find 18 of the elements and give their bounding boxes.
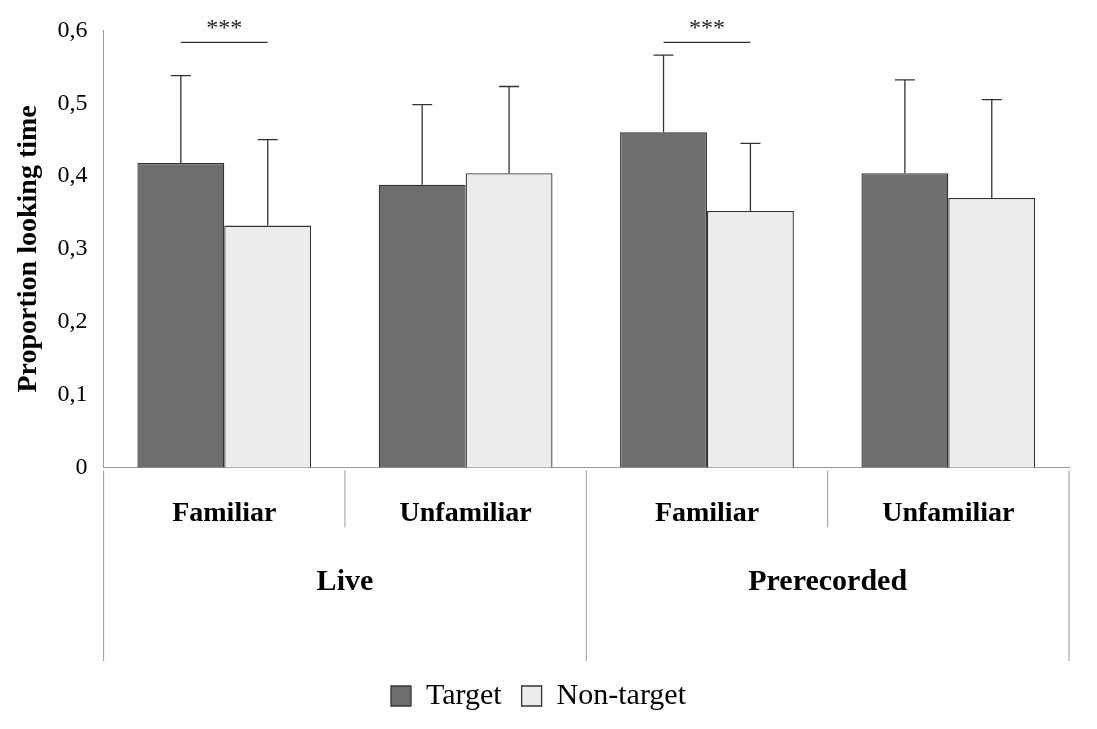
y-tick-label: 0,5 (57, 88, 88, 115)
y-tick-label: 0,2 (57, 307, 88, 334)
y-tick-label: 0,3 (57, 234, 88, 261)
x-tick-label: Unfamiliar (399, 496, 532, 528)
legend-label: Non-target (556, 676, 687, 710)
y-tick-label: 0 (75, 452, 88, 479)
x-tick-label: Familiar (654, 496, 760, 528)
y-tick-label: 0,1 (57, 379, 88, 406)
y-tick-label: 0,4 (57, 161, 88, 188)
annotation: *** (206, 13, 243, 40)
y-tick-label: 0,6 (57, 15, 88, 42)
annotation: *** (688, 13, 725, 40)
x-tick-label: Familiar (172, 496, 277, 528)
y-axis-title: Proportion looking time (11, 105, 43, 393)
text: Prerecorded (748, 563, 908, 597)
text: Live (316, 563, 374, 597)
legend-label: Target (425, 676, 503, 710)
x-tick-label: Unfamiliar (882, 496, 1015, 528)
